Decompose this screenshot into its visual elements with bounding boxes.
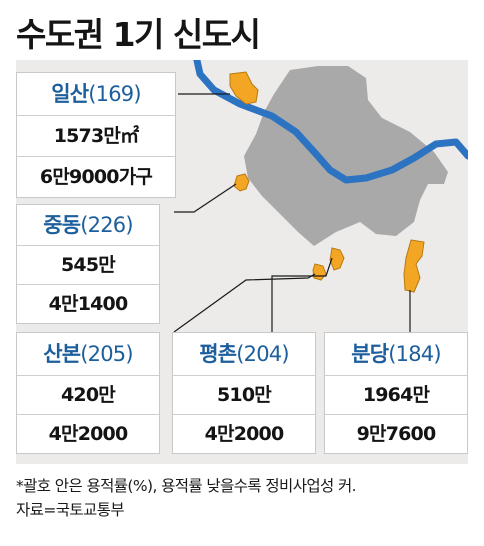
city-name: 일산 [51,82,89,106]
city-card-heading: 산본(205) [17,333,159,375]
city-card-pyeongchon: 평촌(204) 510만 4만2000 [172,332,316,454]
ilsan-shape [229,71,259,105]
far-ratio: (204) [236,342,289,366]
city-name: 중동 [43,213,81,237]
sanbon-shape [312,263,327,281]
city-card-heading: 일산(169) [17,73,175,115]
city-area: 420만 [17,375,159,414]
city-card-heading: 평촌(204) [173,333,315,375]
city-card-bundang: 분당(184) 1964만 9만7600 [324,332,468,454]
pyeongchon-shape [329,247,345,271]
city-card-heading: 중동(226) [17,205,159,245]
city-card-ilsan: 일산(169) 1573만㎡ 6만9000가구 [16,72,176,198]
source-credit: 자료=국토교통부 [16,501,125,519]
map-graphic [173,60,468,333]
city-card-sanbon: 산본(205) 420만 4만2000 [16,332,160,454]
city-card-heading: 분당(184) [325,333,467,375]
city-households: 4만2000 [173,414,315,453]
city-area: 510만 [173,375,315,414]
city-households: 4만1400 [17,284,159,323]
city-households: 6만9000가구 [17,156,175,197]
city-card-jungdong: 중동(226) 545만 4만1400 [16,204,160,324]
footnote: *괄호 안은 용적률(%), 용적률 낮을수록 정비사업성 커. [16,477,357,495]
city-name: 분당 [351,342,389,366]
seoul-area [244,66,448,246]
far-ratio: (226) [80,213,133,237]
far-ratio: (169) [88,82,141,106]
sanbon-leader [173,273,316,333]
far-ratio: (184) [388,342,441,366]
city-households: 4만2000 [17,414,159,453]
city-households: 9만7600 [325,414,467,453]
pyeongchon-leader [271,257,333,332]
city-name: 산본 [43,342,81,366]
city-area: 545만 [17,245,159,284]
city-area: 1964만 [325,375,467,414]
far-ratio: (205) [80,342,133,366]
jungdong-shape [233,173,250,192]
han-river [193,60,468,184]
bundang-shape [403,239,425,293]
map-title: 수도권 1기 신도시 [16,15,261,54]
city-area: 1573만㎡ [17,115,175,156]
jungdong-leader [174,183,237,213]
city-name: 평촌 [199,342,237,366]
